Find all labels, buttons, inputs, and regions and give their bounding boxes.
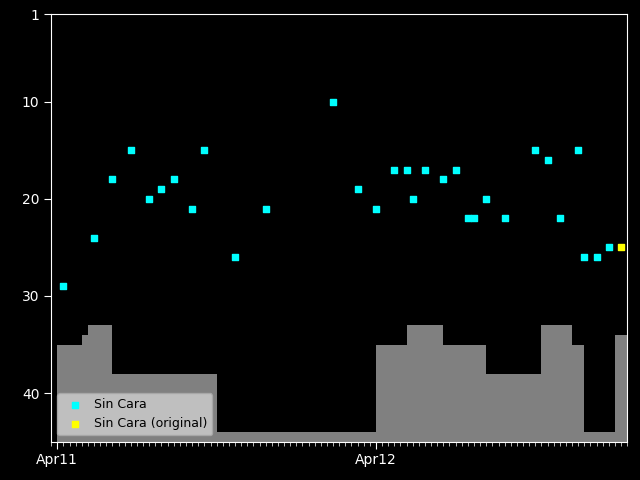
Bar: [584, 432, 615, 442]
Sin Cara: [573, 146, 583, 154]
Sin Cara: [156, 185, 166, 193]
Sin Cara: [328, 98, 338, 106]
Bar: [58, 345, 82, 442]
Sin Cara: [199, 146, 209, 154]
Sin Cara: [591, 253, 602, 261]
Sin Cara: [451, 166, 461, 174]
Sin Cara: [555, 215, 565, 222]
Sin Cara: [187, 205, 197, 213]
Sin Cara (original): [616, 243, 626, 251]
Bar: [88, 325, 113, 442]
Sin Cara: [469, 215, 479, 222]
Sin Cara: [108, 176, 118, 183]
Bar: [406, 325, 444, 442]
Sin Cara: [168, 176, 179, 183]
Sin Cara: [438, 176, 449, 183]
Sin Cara: [604, 243, 614, 251]
Sin Cara: [58, 282, 68, 290]
Sin Cara: [230, 253, 240, 261]
Bar: [572, 345, 584, 442]
Bar: [351, 432, 376, 442]
Sin Cara: [463, 215, 473, 222]
Sin Cara: [543, 156, 553, 164]
Sin Cara: [260, 205, 271, 213]
Sin Cara: [89, 234, 99, 241]
Sin Cara: [144, 195, 154, 203]
Bar: [486, 373, 541, 442]
Bar: [541, 325, 572, 442]
Bar: [615, 335, 627, 442]
Sin Cara: [125, 146, 136, 154]
Sin Cara: [530, 146, 540, 154]
Bar: [82, 335, 88, 442]
Bar: [217, 432, 351, 442]
Sin Cara: [500, 215, 510, 222]
Sin Cara: [579, 253, 589, 261]
Sin Cara: [481, 195, 492, 203]
Sin Cara: [389, 166, 399, 174]
Sin Cara: [401, 166, 412, 174]
Sin Cara: [371, 205, 381, 213]
Legend: Sin Cara, Sin Cara (original): Sin Cara, Sin Cara (original): [58, 393, 212, 435]
Sin Cara: [353, 185, 363, 193]
Bar: [113, 373, 217, 442]
Bar: [444, 345, 486, 442]
Sin Cara: [408, 195, 418, 203]
Bar: [376, 345, 406, 442]
Sin Cara: [420, 166, 430, 174]
